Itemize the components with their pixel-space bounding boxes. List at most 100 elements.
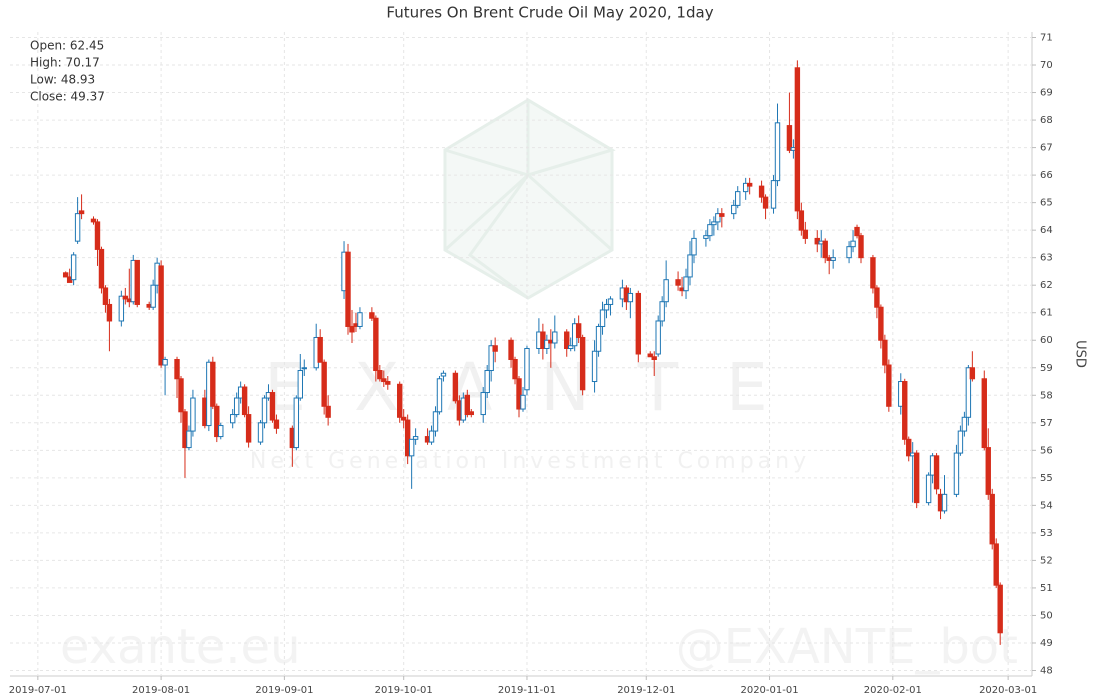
candle-body bbox=[647, 353, 653, 358]
candle-body bbox=[627, 292, 634, 303]
y-tick-label: 58 bbox=[1040, 390, 1053, 401]
candle-body bbox=[603, 303, 610, 311]
candle-body bbox=[742, 182, 749, 193]
candle-body bbox=[906, 438, 912, 457]
candle-body bbox=[635, 292, 642, 355]
candle-body bbox=[683, 276, 689, 292]
y-tick-label: 52 bbox=[1040, 555, 1053, 566]
candle-body bbox=[269, 392, 276, 421]
candle-body bbox=[158, 265, 164, 366]
candle-body bbox=[397, 383, 403, 418]
candle-body bbox=[273, 419, 280, 429]
x-tick-label: 2019-10-01 bbox=[375, 685, 433, 696]
candle-body bbox=[564, 331, 570, 349]
y-tick-label: 63 bbox=[1040, 253, 1053, 264]
candle-body bbox=[400, 416, 407, 421]
candle-body bbox=[349, 325, 355, 333]
candle-body bbox=[607, 298, 614, 305]
candle-body bbox=[404, 419, 411, 457]
x-tick-label: 2020-01-01 bbox=[740, 685, 798, 696]
candle-body bbox=[655, 320, 661, 355]
candle-body bbox=[997, 584, 1003, 634]
candle-body bbox=[317, 336, 323, 363]
x-tick-label: 2019-07-01 bbox=[9, 685, 67, 696]
candle-body bbox=[886, 364, 892, 407]
candle-body bbox=[568, 345, 574, 349]
candle-body bbox=[229, 414, 236, 424]
candle-body bbox=[174, 359, 180, 380]
y-tick-label: 59 bbox=[1040, 363, 1053, 374]
y-tick-label: 66 bbox=[1040, 170, 1053, 181]
candle-body bbox=[516, 378, 522, 410]
candle-body bbox=[691, 237, 697, 256]
candle-body bbox=[957, 430, 964, 454]
candle-body bbox=[190, 397, 196, 432]
candle-body bbox=[599, 309, 606, 327]
candle-body bbox=[241, 386, 248, 416]
y-tick-label: 67 bbox=[1040, 143, 1053, 154]
candle-body bbox=[651, 356, 657, 361]
x-tick-label: 2020-03-01 bbox=[979, 685, 1037, 696]
candle-body bbox=[552, 331, 558, 344]
x-tick-label: 2019-08-01 bbox=[132, 685, 190, 696]
candle-body bbox=[440, 372, 447, 377]
y-tick-label: 69 bbox=[1040, 88, 1053, 99]
candle-body bbox=[675, 279, 681, 286]
watermark: @EXANTE_bot bbox=[676, 619, 1018, 675]
candle-body bbox=[870, 257, 876, 289]
candle-body bbox=[941, 493, 948, 512]
y-tick-label: 68 bbox=[1040, 115, 1053, 126]
candle-body bbox=[464, 394, 471, 416]
candle-body bbox=[293, 397, 300, 449]
candle-body bbox=[711, 221, 717, 226]
y-tick-label: 48 bbox=[1040, 665, 1053, 676]
candle-body bbox=[357, 312, 363, 327]
ohlc-info: Close: 49.37 bbox=[30, 90, 105, 104]
candle-body bbox=[508, 339, 514, 361]
candle-body bbox=[261, 397, 268, 424]
candle-body bbox=[774, 122, 781, 182]
ohlc-info: High: 70.17 bbox=[30, 56, 100, 70]
candle-body bbox=[591, 350, 598, 383]
candle-body bbox=[854, 226, 860, 237]
y-tick-label: 65 bbox=[1040, 198, 1053, 209]
candle-body bbox=[746, 182, 753, 187]
watermark: exante.eu bbox=[60, 619, 301, 675]
x-tick-label: 2019-11-01 bbox=[498, 685, 556, 696]
candle-body bbox=[98, 248, 105, 289]
candle-body bbox=[512, 359, 518, 380]
candle-body bbox=[520, 394, 526, 410]
candle-body bbox=[452, 372, 459, 402]
y-tick-label: 49 bbox=[1040, 638, 1053, 649]
candle-body bbox=[858, 235, 864, 259]
candle-body bbox=[373, 317, 379, 372]
candle-body bbox=[953, 452, 960, 495]
candle-body bbox=[150, 284, 156, 308]
candle-body bbox=[544, 339, 550, 349]
candle-body bbox=[882, 339, 888, 366]
candle-body bbox=[178, 378, 184, 413]
ohlc-info: Open: 62.45 bbox=[30, 39, 104, 53]
candle-body bbox=[70, 254, 77, 281]
candle-body bbox=[579, 336, 586, 391]
candle-body bbox=[102, 287, 109, 305]
candle-body bbox=[74, 213, 81, 242]
candle-body bbox=[798, 210, 805, 231]
watermark-logo bbox=[443, 97, 616, 300]
candle-body bbox=[874, 287, 880, 308]
candle-body bbox=[794, 67, 801, 212]
x-tick-label: 2020-02-01 bbox=[864, 685, 922, 696]
candle-body bbox=[969, 367, 976, 380]
candle-body bbox=[595, 325, 602, 352]
candle-body bbox=[719, 213, 725, 217]
candle-body bbox=[989, 493, 995, 545]
candle-body bbox=[933, 455, 940, 490]
candle-body bbox=[412, 436, 419, 440]
candle-body bbox=[432, 411, 439, 432]
candle-body bbox=[770, 180, 777, 209]
candle-body bbox=[428, 430, 435, 443]
candle-body bbox=[78, 210, 85, 215]
candle-body bbox=[786, 125, 793, 151]
